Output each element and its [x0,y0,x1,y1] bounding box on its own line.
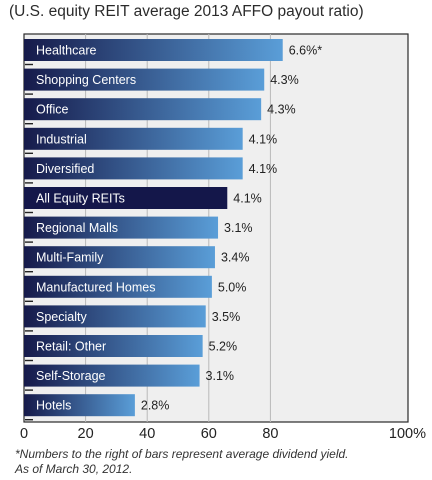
data-label: 3.4% [221,251,250,265]
category-label: Manufactured Homes [36,280,156,294]
category-label: Healthcare [36,44,96,58]
data-label: 3.5% [212,310,241,324]
chart-title: (U.S. equity REIT average 2013 AFFO payo… [9,3,364,20]
category-label: Industrial [36,132,87,146]
bar [24,394,135,417]
bar [24,39,283,61]
data-label: 4.1% [233,192,262,206]
category-label: Regional Malls [36,221,118,235]
data-label: 3.1% [224,221,253,235]
data-label: 4.3% [270,73,299,87]
bar [24,246,215,269]
x-tick-label: 0 [20,426,28,442]
data-label: 6.6%* [289,44,322,58]
bar [24,187,228,209]
footnote-line-1: *Numbers to the right of bars represent … [15,447,349,461]
x-axis-ticks: 0 20 40 60 80 100% [20,426,426,442]
bar [24,127,243,150]
category-label: Self-Storage [36,369,106,383]
data-label: 5.2% [209,340,238,354]
footnote: *Numbers to the right of bars represent … [15,447,349,477]
bar [24,275,212,298]
x-tick-label: 40 [139,426,155,442]
x-tick-label: 100% [389,426,426,442]
category-label: Office [36,103,68,117]
category-label: All Equity REITs [36,192,125,206]
category-label: Diversified [36,162,94,176]
data-label: 3.1% [206,369,235,383]
x-tick-label: 20 [78,426,94,442]
data-label: 4.1% [249,132,278,146]
data-label: 4.1% [249,162,278,176]
x-tick-label: 80 [262,426,278,442]
bar [24,98,262,121]
bar [24,335,203,357]
bar [24,157,243,180]
category-label: Hotels [36,399,71,413]
bar [24,364,200,387]
bar [24,68,265,91]
data-label: 4.3% [267,103,296,117]
x-tick-label: 60 [201,426,217,442]
category-label: Shopping Centers [36,73,136,87]
category-label: Specialty [36,310,87,324]
bar [24,305,206,328]
data-label: 2.8% [141,399,170,413]
data-label: 5.0% [218,280,247,294]
bar [24,216,219,239]
footnote-line-2: As of March 30, 2012. [15,462,133,476]
category-label: Retail: Other [36,340,106,354]
bars: Healthcare 6.6%* Shopping Centers 4.3% Offic… [24,39,322,421]
category-label: Multi-Family [36,251,104,265]
